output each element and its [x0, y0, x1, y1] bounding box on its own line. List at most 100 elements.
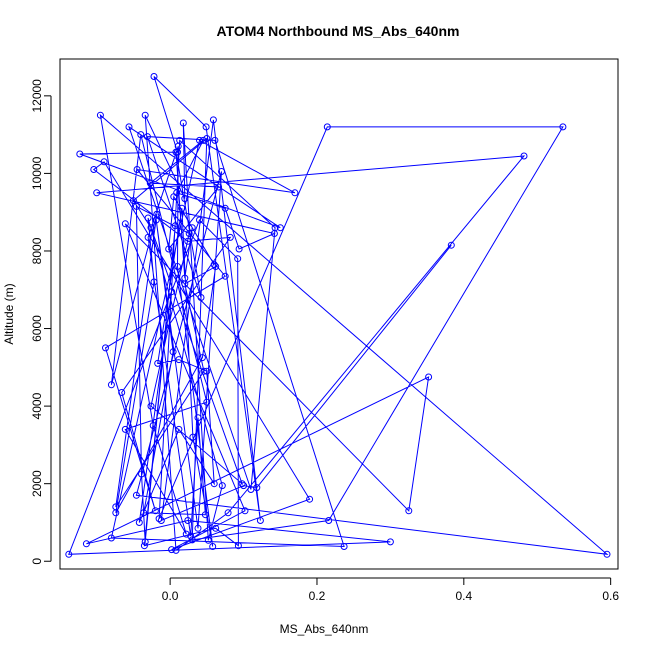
data-point	[141, 538, 149, 546]
data-point	[173, 189, 181, 197]
data-point	[212, 524, 220, 532]
data-point	[154, 359, 162, 367]
data-point	[447, 241, 455, 249]
data-point	[147, 402, 155, 410]
data-point	[107, 381, 115, 389]
x-axis: 0.0 0.2 0.4 0.6	[162, 577, 619, 603]
data-point	[210, 261, 218, 269]
data-point	[224, 509, 232, 517]
data-point	[188, 536, 196, 544]
x-tick-label: 0.2	[309, 589, 326, 603]
data-point	[144, 214, 152, 222]
data-point	[209, 543, 217, 550]
data-point	[210, 480, 218, 488]
data-point	[107, 534, 115, 542]
data-point	[146, 179, 154, 187]
data-point	[188, 224, 196, 232]
data-point	[241, 507, 249, 515]
data-point	[168, 288, 176, 296]
data-point	[276, 224, 284, 232]
data-point	[132, 202, 140, 210]
data-point	[221, 272, 229, 280]
series-line	[68, 76, 609, 556]
data-point	[140, 542, 148, 550]
data-point	[129, 197, 137, 205]
data-point	[203, 367, 211, 375]
data-point	[196, 216, 203, 224]
data-point	[247, 486, 255, 493]
data-point	[199, 136, 207, 144]
data-point	[152, 216, 160, 224]
data-point	[256, 517, 264, 524]
data-point	[118, 389, 126, 396]
data-point	[238, 480, 246, 488]
data-point	[65, 550, 73, 558]
data-point	[425, 373, 433, 381]
y-tick-label: 10000	[30, 156, 44, 190]
data-point	[149, 422, 157, 429]
data-point	[204, 536, 212, 544]
data-point	[194, 524, 202, 532]
data-point	[218, 168, 225, 175]
data-point	[187, 532, 195, 540]
data-point	[151, 507, 159, 515]
data-point	[194, 414, 202, 422]
data-point	[405, 507, 413, 515]
data-point	[235, 245, 243, 253]
data-point	[96, 111, 104, 119]
data-series-layer	[65, 73, 611, 558]
data-point	[270, 230, 278, 237]
data-point	[121, 425, 129, 433]
data-point	[211, 136, 219, 144]
data-point	[125, 123, 133, 131]
x-tick-label: 0.4	[455, 589, 472, 603]
data-point	[90, 166, 98, 173]
data-point	[603, 550, 611, 558]
data-point	[215, 183, 223, 191]
data-point	[135, 519, 143, 526]
data-point	[165, 245, 173, 253]
data-point	[197, 294, 205, 301]
data-point	[203, 398, 211, 406]
data-point	[325, 517, 333, 524]
data-point	[184, 517, 192, 524]
data-point	[172, 148, 180, 156]
data-point	[140, 509, 148, 517]
data-point	[132, 491, 140, 499]
data-point	[323, 123, 331, 131]
y-axis-label: Altitude (m)	[2, 283, 16, 344]
data-point	[198, 354, 206, 362]
data-point	[112, 503, 120, 511]
data-point	[196, 136, 203, 144]
data-point	[82, 540, 90, 548]
data-point	[147, 224, 155, 232]
data-point	[155, 515, 163, 523]
y-axis: 0 2000 4000 6000 8000 10000 12000	[30, 79, 52, 565]
data-point	[138, 470, 145, 478]
data-point	[212, 263, 220, 270]
data-point	[150, 278, 158, 286]
data-point	[175, 425, 183, 433]
data-point	[172, 546, 180, 554]
x-tick-label: 0.0	[162, 589, 179, 603]
data-point	[306, 495, 314, 503]
data-point	[520, 152, 528, 160]
data-point	[184, 237, 192, 245]
data-point	[144, 233, 152, 241]
data-point	[100, 158, 108, 166]
data-point	[203, 135, 211, 142]
data-point	[102, 344, 109, 352]
data-point	[234, 255, 242, 263]
data-point	[168, 546, 176, 554]
data-point	[169, 348, 177, 356]
data-point	[171, 222, 179, 230]
data-point	[201, 511, 209, 519]
data-point	[157, 517, 165, 524]
data-point	[218, 482, 226, 490]
data-point	[141, 111, 149, 119]
y-tick-label: 0	[30, 558, 44, 565]
data-point	[386, 538, 394, 546]
data-point	[93, 189, 101, 197]
x-axis-label: MS_Abs_640nm	[280, 622, 369, 636]
